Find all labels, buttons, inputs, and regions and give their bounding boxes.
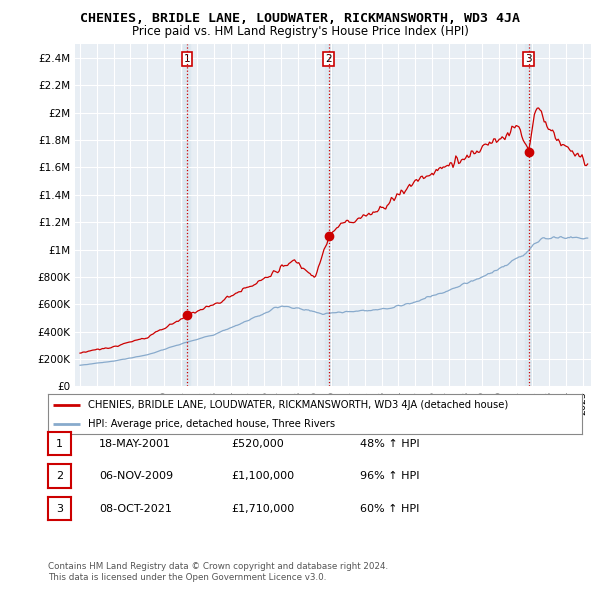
Bar (184, 44, 190, 386)
Bar (325, 44, 332, 386)
Text: 2: 2 (56, 471, 63, 481)
Text: HPI: Average price, detached house, Three Rivers: HPI: Average price, detached house, Thre… (88, 419, 335, 428)
Text: 3: 3 (525, 54, 532, 64)
Text: 48% ↑ HPI: 48% ↑ HPI (360, 439, 419, 448)
Text: 2: 2 (325, 54, 332, 64)
Text: 06-NOV-2009: 06-NOV-2009 (99, 471, 173, 481)
Text: CHENIES, BRIDLE LANE, LOUDWATER, RICKMANSWORTH, WD3 4JA: CHENIES, BRIDLE LANE, LOUDWATER, RICKMAN… (80, 12, 520, 25)
Text: 08-OCT-2021: 08-OCT-2021 (99, 504, 172, 513)
Text: £1,710,000: £1,710,000 (231, 504, 294, 513)
Text: CHENIES, BRIDLE LANE, LOUDWATER, RICKMANSWORTH, WD3 4JA (detached house): CHENIES, BRIDLE LANE, LOUDWATER, RICKMAN… (88, 400, 508, 410)
Bar (525, 44, 532, 386)
Text: 18-MAY-2001: 18-MAY-2001 (99, 439, 171, 448)
Text: 1: 1 (184, 54, 190, 64)
Text: 3: 3 (56, 504, 63, 513)
Text: Price paid vs. HM Land Registry's House Price Index (HPI): Price paid vs. HM Land Registry's House … (131, 25, 469, 38)
Text: £1,100,000: £1,100,000 (231, 471, 294, 481)
Text: £520,000: £520,000 (231, 439, 284, 448)
Text: 60% ↑ HPI: 60% ↑ HPI (360, 504, 419, 513)
Text: Contains HM Land Registry data © Crown copyright and database right 2024.
This d: Contains HM Land Registry data © Crown c… (48, 562, 388, 582)
Text: 1: 1 (56, 439, 63, 448)
Text: 96% ↑ HPI: 96% ↑ HPI (360, 471, 419, 481)
